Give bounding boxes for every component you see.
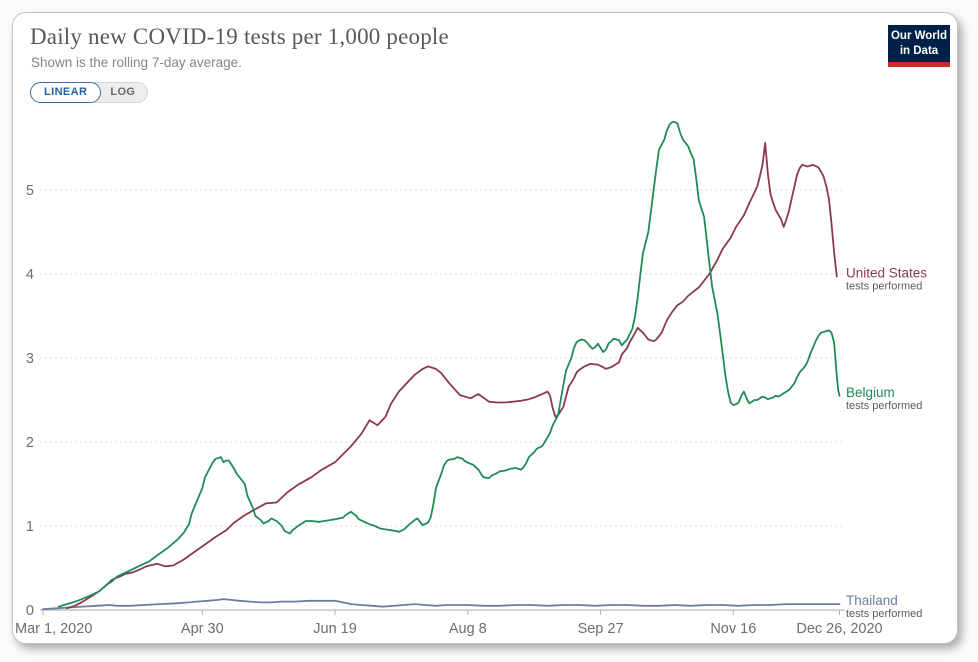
log-button[interactable]: LOG (93, 82, 149, 103)
x-tick-label: Sep 27 (578, 621, 624, 637)
series-sublabel-belgium: tests performed (846, 400, 922, 412)
chart-title: Daily new COVID-19 tests per 1,000 peopl… (30, 24, 449, 49)
chart-subtitle: Shown is the rolling 7-day average. (31, 55, 242, 70)
series-label-belgium[interactable]: Belgium (846, 385, 895, 400)
series-line-united-states[interactable] (66, 142, 838, 610)
x-tick-label: Jun 19 (313, 621, 357, 637)
series-label-thailand[interactable]: Thailand (846, 593, 898, 608)
linear-button[interactable]: LINEAR (30, 82, 102, 103)
y-tick-label: 2 (26, 435, 34, 451)
scale-toggle: LINEAR LOG (30, 82, 149, 103)
x-tick-label: Aug 8 (449, 621, 487, 637)
y-tick-label: 1 (26, 519, 34, 535)
y-tick-label: 4 (26, 267, 34, 283)
owid-logo-text: Our World in Data (888, 25, 950, 62)
series-sublabel-thailand: tests performed (846, 608, 922, 620)
x-tick-label: Mar 1, 2020 (15, 621, 92, 637)
y-tick-label: 0 (26, 603, 34, 619)
chart-card (12, 12, 958, 644)
owid-logo[interactable]: Our World in Data (888, 25, 950, 67)
series-sublabel-united-states: tests performed (846, 281, 922, 293)
y-tick-label: 5 (26, 183, 34, 199)
series-line-belgium[interactable] (58, 121, 841, 608)
y-tick-label: 3 (26, 351, 34, 367)
x-tick-label: Dec 26, 2020 (796, 621, 882, 637)
x-tick-label: Apr 30 (181, 621, 224, 637)
x-tick-label: Nov 16 (710, 621, 756, 637)
series-line-thailand[interactable] (42, 598, 841, 611)
owid-logo-redbar (888, 61, 950, 67)
series-label-united-states[interactable]: United States (846, 266, 927, 281)
